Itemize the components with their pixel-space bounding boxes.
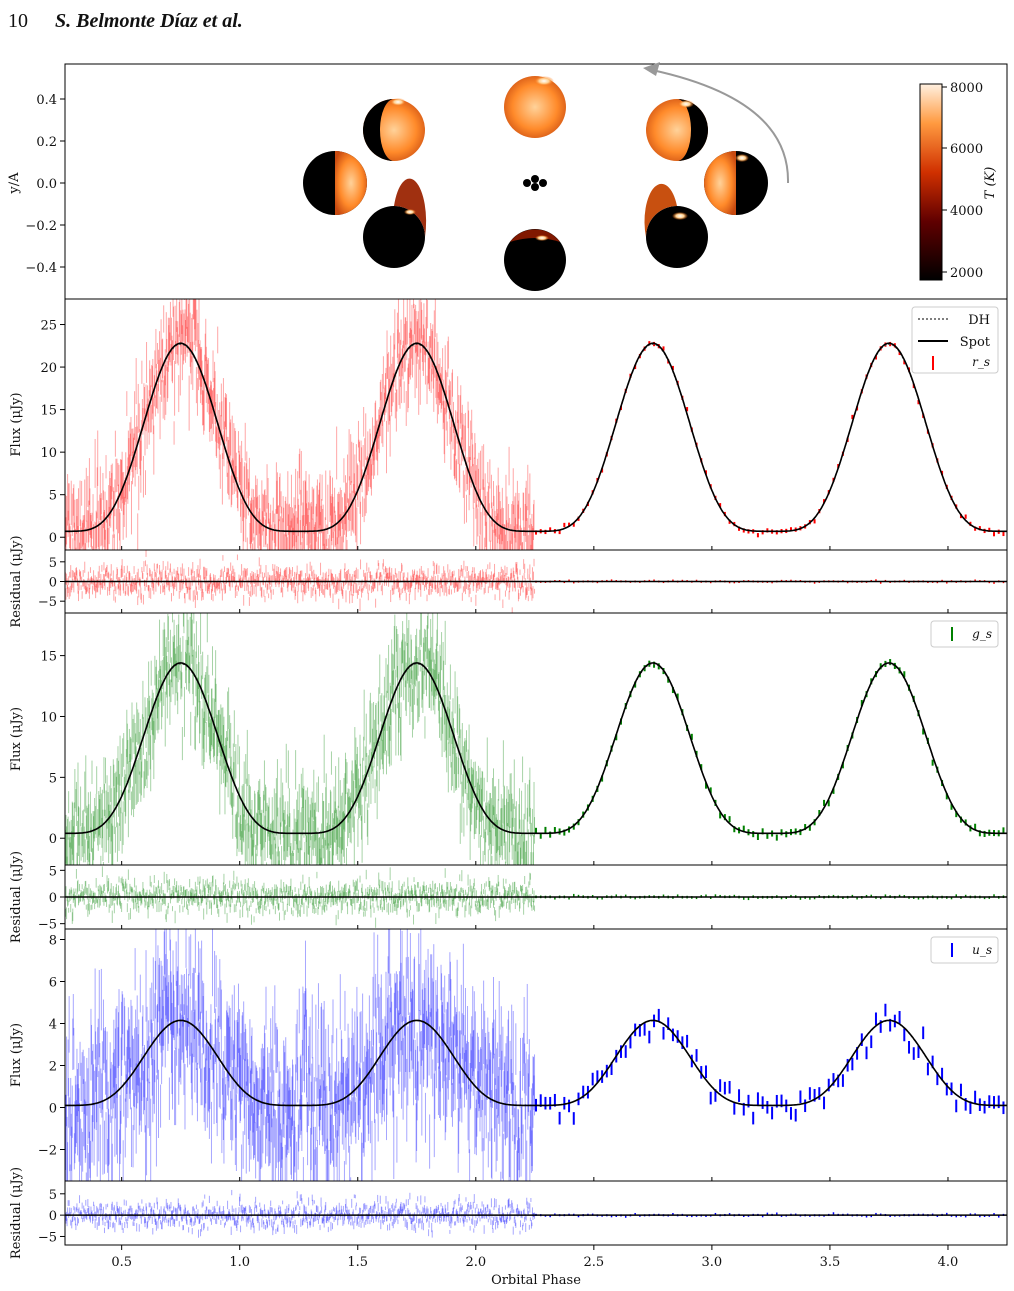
binary-center-marker xyxy=(523,175,547,191)
star-phase-3 xyxy=(303,151,367,215)
star-phase-1 xyxy=(363,98,425,161)
temperature-colorbar: 8000 6000 4000 2000 T (K) xyxy=(919,81,998,281)
colorbar-tick: 8000 xyxy=(950,81,983,96)
colorbar-tick: 4000 xyxy=(950,204,983,219)
star-phase-7 xyxy=(504,229,566,291)
flux-ylabel: Flux (μJy) xyxy=(9,707,24,771)
ytick-label: 0.0 xyxy=(36,177,57,192)
page-header: 10 S. Belmonte Díaz et al. xyxy=(8,10,243,33)
ytick-label: 5 xyxy=(49,864,57,879)
ytick-label: 5 xyxy=(49,556,57,571)
residual-ylabel: Residual (μJy) xyxy=(9,535,24,627)
ytick-label: 20 xyxy=(40,361,57,376)
ytick-label: 0 xyxy=(49,891,57,906)
ytick-label: 15 xyxy=(40,650,57,665)
colorbar-tick: 6000 xyxy=(950,142,983,157)
ytick-label: −0.2 xyxy=(25,219,57,234)
ytick-label: −5 xyxy=(38,918,57,933)
ytick-label: 0 xyxy=(49,576,57,591)
colorbar-label: T (K) xyxy=(983,167,998,200)
ytick-label: 0 xyxy=(49,531,57,546)
author-line: S. Belmonte Díaz et al. xyxy=(55,10,243,32)
residual-points-r_s xyxy=(65,550,1005,613)
ytick-label: −0.4 xyxy=(25,261,57,276)
colorbar-tick: 2000 xyxy=(950,266,983,281)
ytick-label: 10 xyxy=(40,710,57,725)
light-curve-panels: 0 5 10 15 20 25 5 0 −5 Flux (μJy) Residual (μJy) 0 5… xyxy=(9,298,1008,1259)
star-phase-4 xyxy=(704,151,768,215)
star-panel-ylabel: y/A xyxy=(7,172,22,195)
star-phase-2 xyxy=(646,99,708,161)
star-geometry-panel: 0.4 0.2 0.0 −0.2 −0.4 y/A xyxy=(7,62,1008,300)
ytick-label: −5 xyxy=(38,595,57,610)
ytick-label: 0 xyxy=(49,832,57,847)
page-number: 10 xyxy=(8,10,28,32)
star-phase-5 xyxy=(363,178,427,268)
flux-points-g_s xyxy=(65,613,1005,865)
star-panel-yticks: 0.4 0.2 0.0 −0.2 −0.4 xyxy=(25,93,65,276)
flux-ylabel: Flux (μJy) xyxy=(9,392,24,456)
star-phase-6 xyxy=(644,183,708,268)
flux-points-r_s xyxy=(65,299,1005,550)
ytick-label: 10 xyxy=(40,446,57,461)
residual-ylabel: Residual (μJy) xyxy=(9,851,24,943)
spot-model-curve-r_s xyxy=(65,342,1007,533)
spot-model-curve-g_s xyxy=(65,662,1007,835)
ytick-label: 5 xyxy=(49,489,57,504)
orbit-direction-arrow xyxy=(643,62,790,184)
ytick-label: 15 xyxy=(40,404,57,419)
ytick-label: 0.2 xyxy=(36,135,57,150)
ytick-label: 5 xyxy=(49,771,57,786)
flux-panel-frame-r_s xyxy=(64,298,1008,551)
flux-points-u_s xyxy=(65,929,1005,1181)
ytick-label: 0.4 xyxy=(36,93,57,108)
star-phase-0 xyxy=(504,76,566,138)
ytick-label: 25 xyxy=(40,319,57,334)
